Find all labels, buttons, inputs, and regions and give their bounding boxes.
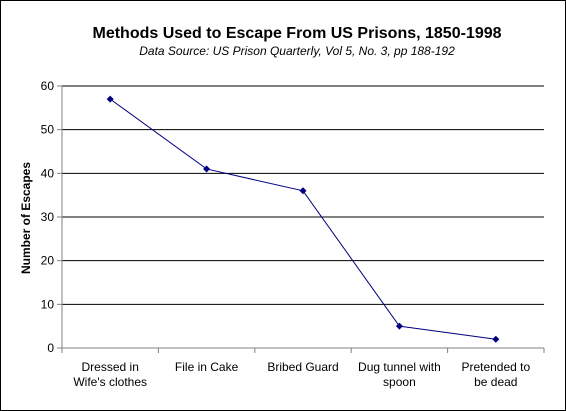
data-point-1 [203,165,211,173]
y-tick-label-20: 20 [41,254,55,268]
series-escapes [106,95,500,343]
data-point-4 [492,335,500,343]
y-tick-label-50: 50 [41,123,55,137]
chart-title: Methods Used to Escape From US Prisons, … [92,25,501,42]
chart-subtitle: Data Source: US Prison Quarterly, Vol 5,… [139,44,455,58]
data-point-2 [299,187,307,195]
y-tick-label-30: 30 [41,210,55,224]
x-tick-label-4: Pretended to be dead [461,360,530,389]
data-point-3 [395,322,403,330]
y-tick-label-40: 40 [41,166,55,180]
x-tick-label-3: Dug tunnel with spoon [358,360,441,389]
tick-labels: 0 10 20 30 40 50 60 Dressed in Wife's clothes Fil… [41,79,531,389]
y-tick-label-60: 60 [41,79,55,93]
axes [57,85,545,353]
y-tick-label-0: 0 [47,341,54,355]
x-tick-label-1: File in Cake [175,360,239,374]
x-tick-label-2: Bribed Guard [267,360,338,374]
y-tick-label-10: 10 [41,297,55,311]
y-axis-title: Number of Escapes [19,162,33,274]
series-line-0 [109,98,496,340]
data-point-0 [106,95,114,103]
x-tick-label-0: Dressed in Wife's clothes [73,360,147,389]
gridlines [62,85,544,305]
